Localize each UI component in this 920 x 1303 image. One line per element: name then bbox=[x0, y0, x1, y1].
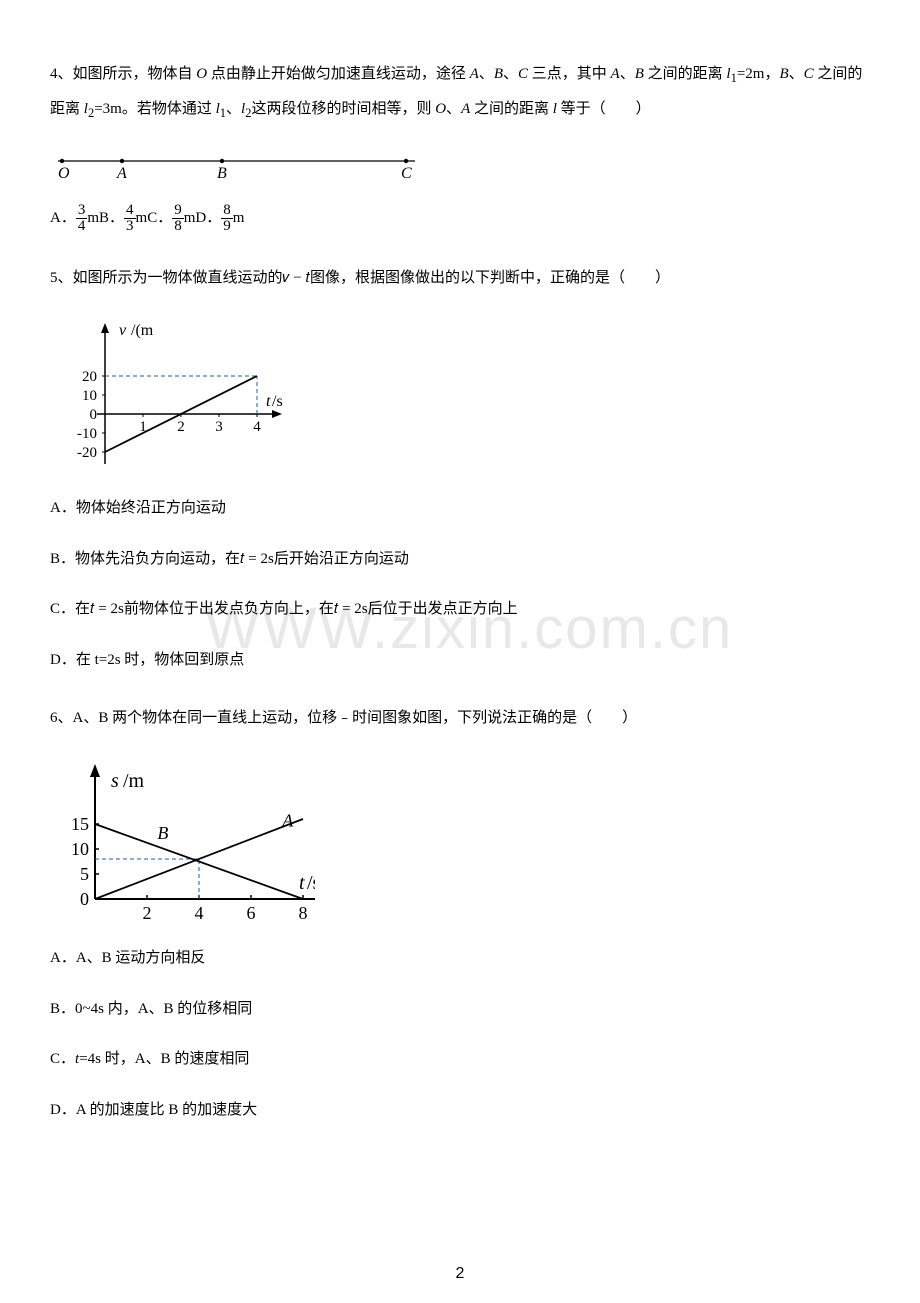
frac-den: 9 bbox=[221, 219, 233, 234]
svg-text:/m: /m bbox=[123, 770, 145, 792]
frac-den: 4 bbox=[76, 219, 88, 234]
st-graph: 0 5 10 15 2 4 6 8 A Bs/m t/s bbox=[50, 759, 315, 924]
svg-text:10: 10 bbox=[71, 839, 89, 859]
svg-text:2: 2 bbox=[177, 419, 185, 435]
svg-text:2: 2 bbox=[143, 903, 152, 923]
var-A: A bbox=[461, 101, 470, 117]
var-A: A bbox=[611, 66, 620, 82]
q6-opt-a: A．A、B 运动方向相反 bbox=[50, 944, 870, 973]
q5-text: 5、如图所示为一物体做直线运动的𝑣 − 𝑡图像，根据图像做出的以下判断中，正确的… bbox=[50, 262, 870, 295]
svg-text:5: 5 bbox=[80, 864, 89, 884]
q5-chart: -20-10010201234v/(mt/s bbox=[50, 319, 870, 474]
text: C． bbox=[50, 1051, 75, 1067]
svg-text:-10: -10 bbox=[77, 426, 97, 442]
text: 4、如图所示，物体自 bbox=[50, 66, 196, 82]
question-4: 4、如图所示，物体自 O 点由静止开始做匀加速直线运动，途径 A、B、C 三点，… bbox=[50, 58, 870, 234]
text: 等于（ ） bbox=[557, 101, 651, 117]
text: =4s 时，A、B 的速度相同 bbox=[79, 1051, 249, 1067]
q4-options: A．34mB．43mC．98mD．89m bbox=[50, 203, 870, 234]
svg-text:t: t bbox=[266, 393, 271, 410]
question-5: 5、如图所示为一物体做直线运动的𝑣 − 𝑡图像，根据图像做出的以下判断中，正确的… bbox=[50, 262, 870, 674]
q6-options: A．A、B 运动方向相反 B．0~4s 内，A、B 的位移相同 C．t=4s 时… bbox=[50, 944, 870, 1124]
svg-text:6: 6 bbox=[247, 903, 256, 923]
svg-text:-20: -20 bbox=[77, 445, 97, 461]
q6-opt-c: C．t=4s 时，A、B 的速度相同 bbox=[50, 1045, 870, 1074]
text: =2m， bbox=[737, 66, 780, 82]
frac-den: 8 bbox=[172, 219, 184, 234]
svg-text:0: 0 bbox=[80, 889, 89, 909]
var-B: B bbox=[494, 66, 503, 82]
frac-num: 9 bbox=[172, 203, 184, 219]
var-O: O bbox=[196, 66, 207, 82]
svg-text:v: v bbox=[119, 322, 127, 339]
opt-C-label: C． bbox=[147, 210, 172, 226]
opt-A-label: A． bbox=[50, 210, 76, 226]
svg-text:15: 15 bbox=[71, 814, 89, 834]
svg-text:0: 0 bbox=[90, 407, 98, 423]
q6-text: 6、A、B 两个物体在同一直线上运动，位移﹣时间图象如图，下列说法正确的是（ ） bbox=[50, 702, 870, 735]
q5-opt-a: A．物体始终沿正方向运动 bbox=[50, 494, 870, 523]
frac-num: 3 bbox=[76, 203, 88, 219]
question-6: 6、A、B 两个物体在同一直线上运动，位移﹣时间图象如图，下列说法正确的是（ ）… bbox=[50, 702, 870, 1124]
svg-text:A: A bbox=[281, 811, 294, 831]
q5-opt-c: C．在𝑡 = 2s前物体位于出发点负方向上，在𝑡 = 2s后位于出发点正方向上 bbox=[50, 595, 870, 624]
svg-text:10: 10 bbox=[82, 388, 97, 404]
q4-diagram: O A B C bbox=[50, 151, 870, 183]
q5-options: A．物体始终沿正方向运动 B．物体先沿负方向运动，在𝑡 = 2s后开始沿正方向运… bbox=[50, 494, 870, 674]
unit: m bbox=[233, 210, 245, 226]
unit: m bbox=[184, 210, 196, 226]
vt-graph: -20-10010201234v/(mt/s bbox=[50, 319, 310, 474]
frac-den: 3 bbox=[124, 219, 136, 234]
q5-opt-d: D．在 t=2s 时，物体回到原点 bbox=[50, 646, 870, 675]
q6-opt-b: B．0~4s 内，A、B 的位移相同 bbox=[50, 995, 870, 1024]
svg-text:B: B bbox=[157, 823, 168, 843]
q4-text: 4、如图所示，物体自 O 点由静止开始做匀加速直线运动，途径 A、B、C 三点，… bbox=[50, 58, 870, 127]
svg-text:4: 4 bbox=[195, 903, 204, 923]
text: =3m。若物体通过 bbox=[94, 101, 215, 117]
label-B: B bbox=[217, 165, 227, 182]
svg-text:/s: /s bbox=[307, 872, 315, 894]
q6-chart: 0 5 10 15 2 4 6 8 A Bs/m t/s bbox=[50, 759, 870, 924]
opt-D-label: D． bbox=[195, 210, 221, 226]
var-C: C bbox=[518, 66, 528, 82]
page-number: 2 bbox=[456, 1265, 465, 1283]
svg-text:s: s bbox=[111, 770, 119, 792]
frac-num: 8 bbox=[221, 203, 233, 219]
svg-text:4: 4 bbox=[253, 419, 261, 435]
svg-text:/(m: /(m bbox=[131, 322, 154, 339]
var-C: C bbox=[804, 66, 814, 82]
sub: 1 bbox=[220, 106, 226, 120]
text: 之间的距离 bbox=[644, 66, 727, 82]
frac-num: 4 bbox=[124, 203, 136, 219]
var-A: A bbox=[470, 66, 479, 82]
svg-text:8: 8 bbox=[299, 903, 308, 923]
text: 点由静止开始做匀加速直线运动，途径 bbox=[207, 66, 470, 82]
svg-text:20: 20 bbox=[82, 369, 97, 385]
svg-text:/s: /s bbox=[272, 393, 283, 410]
svg-text:t: t bbox=[299, 872, 305, 894]
number-line: O A B C bbox=[50, 151, 420, 183]
var-B: B bbox=[635, 66, 644, 82]
q6-opt-d: D．A 的加速度比 B 的加速度大 bbox=[50, 1096, 870, 1125]
q5-opt-b: B．物体先沿负方向运动，在𝑡 = 2s后开始沿正方向运动 bbox=[50, 545, 870, 574]
label-C: C bbox=[401, 165, 412, 182]
text: 三点，其中 bbox=[528, 66, 611, 82]
text: 这两段位移的时间相等，则 bbox=[251, 101, 435, 117]
var-O: O bbox=[435, 101, 446, 117]
text: 之间的距离 bbox=[470, 101, 553, 117]
unit: m bbox=[87, 210, 99, 226]
opt-B-label: B． bbox=[99, 210, 124, 226]
var-B: B bbox=[779, 66, 788, 82]
label-A: A bbox=[116, 165, 127, 182]
label-O: O bbox=[58, 165, 70, 182]
svg-text:3: 3 bbox=[215, 419, 223, 435]
unit: m bbox=[136, 210, 148, 226]
